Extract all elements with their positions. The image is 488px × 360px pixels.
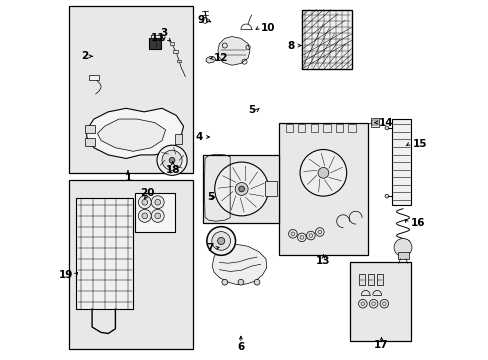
Bar <box>349 262 410 341</box>
Text: 9: 9 <box>198 15 204 26</box>
Circle shape <box>138 196 151 209</box>
Polygon shape <box>218 37 249 65</box>
Circle shape <box>214 162 268 216</box>
Circle shape <box>211 231 230 250</box>
Circle shape <box>238 279 244 285</box>
Text: 2: 2 <box>81 51 88 61</box>
Circle shape <box>155 199 160 205</box>
Bar <box>285 125 292 132</box>
Bar <box>359 274 364 285</box>
Bar <box>173 50 178 53</box>
Text: 5: 5 <box>247 105 255 115</box>
Bar <box>76 198 133 309</box>
Circle shape <box>306 231 314 240</box>
Bar <box>135 193 174 232</box>
Circle shape <box>142 199 147 205</box>
Circle shape <box>206 226 235 255</box>
Bar <box>149 39 161 49</box>
Bar <box>335 125 343 132</box>
Circle shape <box>368 300 377 308</box>
Text: 14: 14 <box>378 118 393 128</box>
Circle shape <box>379 300 388 308</box>
Circle shape <box>393 238 411 256</box>
Bar <box>265 181 276 196</box>
Circle shape <box>162 150 182 170</box>
Text: 7: 7 <box>206 243 214 253</box>
Bar <box>370 118 379 127</box>
Bar <box>88 75 99 80</box>
FancyBboxPatch shape <box>85 138 95 146</box>
Circle shape <box>254 279 260 285</box>
FancyBboxPatch shape <box>85 126 95 134</box>
Circle shape <box>238 186 244 192</box>
Circle shape <box>358 300 366 308</box>
Bar <box>348 125 355 132</box>
Text: 8: 8 <box>287 41 294 50</box>
Circle shape <box>222 279 227 285</box>
Text: 12: 12 <box>214 53 228 63</box>
Text: 1: 1 <box>124 173 131 183</box>
Bar <box>169 42 174 45</box>
Bar <box>376 274 382 285</box>
Text: 11: 11 <box>151 33 165 43</box>
Circle shape <box>384 194 388 198</box>
Bar <box>69 180 192 348</box>
Circle shape <box>297 233 305 242</box>
Polygon shape <box>86 108 183 158</box>
Bar <box>391 119 410 205</box>
Circle shape <box>315 228 324 236</box>
Circle shape <box>169 157 175 163</box>
Circle shape <box>300 149 346 196</box>
Bar <box>367 274 373 285</box>
Bar <box>69 6 192 173</box>
Polygon shape <box>97 119 165 151</box>
Bar <box>298 125 305 132</box>
Circle shape <box>157 145 187 175</box>
Bar <box>203 155 278 223</box>
Circle shape <box>288 229 297 238</box>
Bar <box>397 252 408 259</box>
Text: 20: 20 <box>140 188 154 198</box>
Text: 18: 18 <box>165 165 180 175</box>
Polygon shape <box>212 244 266 285</box>
Circle shape <box>155 213 160 219</box>
Text: 16: 16 <box>410 218 425 228</box>
Text: 5: 5 <box>207 192 214 202</box>
Circle shape <box>142 213 147 219</box>
Text: 4: 4 <box>196 132 203 142</box>
Text: 19: 19 <box>59 270 73 280</box>
Bar <box>177 59 181 62</box>
Text: 13: 13 <box>316 256 330 266</box>
Text: 6: 6 <box>237 342 244 352</box>
Circle shape <box>384 126 388 130</box>
FancyBboxPatch shape <box>174 134 182 144</box>
Circle shape <box>151 196 164 209</box>
Text: 3: 3 <box>160 28 167 38</box>
Circle shape <box>317 167 328 178</box>
Text: 10: 10 <box>260 23 275 33</box>
Bar <box>278 123 367 255</box>
Polygon shape <box>205 56 215 63</box>
Bar <box>323 125 330 132</box>
Circle shape <box>138 210 151 222</box>
Bar <box>310 125 317 132</box>
Circle shape <box>151 210 164 222</box>
Bar <box>301 10 351 69</box>
Text: 17: 17 <box>373 340 388 350</box>
Circle shape <box>235 183 247 195</box>
Text: 15: 15 <box>412 139 427 149</box>
Circle shape <box>217 237 224 244</box>
Bar <box>371 120 377 126</box>
